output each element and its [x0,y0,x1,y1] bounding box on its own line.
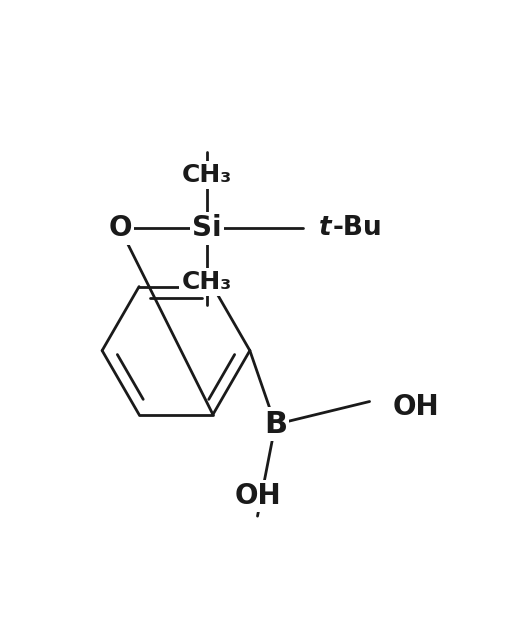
Text: O: O [108,214,132,243]
Text: -Bu: -Bu [333,215,383,241]
Text: CH₃: CH₃ [181,270,232,294]
Text: Si: Si [192,214,221,243]
Text: CH₃: CH₃ [181,163,232,187]
Text: OH: OH [392,392,439,420]
Text: B: B [264,410,287,439]
Text: OH: OH [234,482,281,509]
Text: t: t [319,215,331,241]
